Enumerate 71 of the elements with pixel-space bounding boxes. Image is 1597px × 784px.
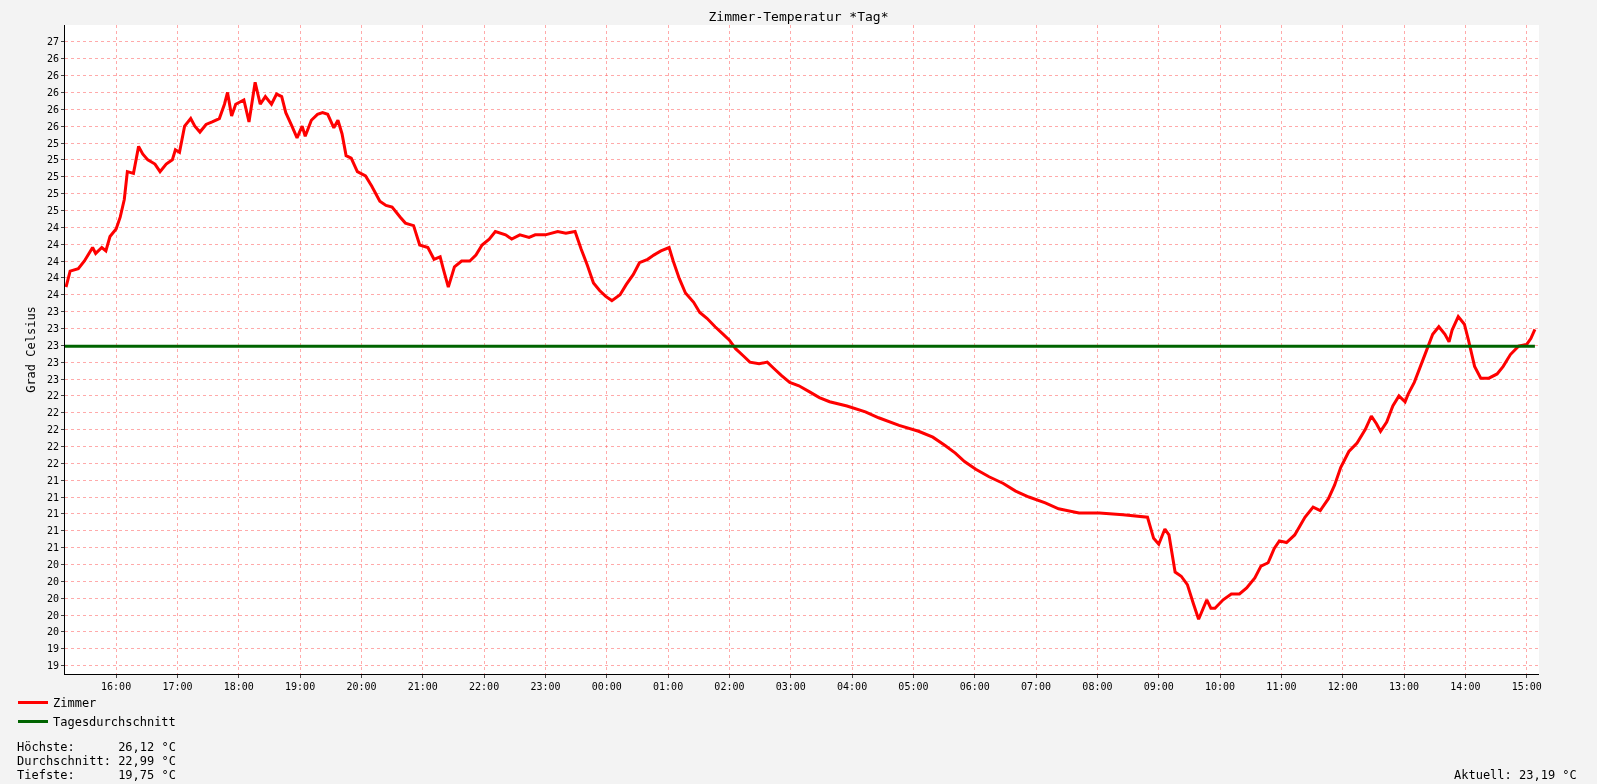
y-tick-label: 27: [46, 36, 59, 48]
y-tick-label: 26: [46, 103, 59, 115]
y-tick-label: 20: [46, 592, 59, 604]
x-tick-label: 14:00: [1450, 681, 1481, 692]
y-tick-label: 20: [46, 609, 59, 621]
y-tick-label: 23: [46, 339, 59, 351]
x-tick-label: 22:00: [469, 681, 500, 692]
x-tick-label: 23:00: [530, 681, 561, 692]
y-tick-label: 21: [46, 491, 59, 503]
y-tick-label: 20: [46, 575, 59, 587]
y-tick-label: 26: [46, 70, 59, 82]
y-tick-label: 22: [46, 440, 59, 452]
x-tick-label: 00:00: [591, 681, 622, 692]
y-tick-label: 22: [46, 407, 59, 419]
x-tick-label: 21:00: [407, 681, 438, 692]
y-tick-label: 24: [46, 255, 59, 267]
y-tick-label: 23: [46, 306, 59, 318]
x-tick-label: 02:00: [714, 681, 745, 692]
x-tick-label: 13:00: [1389, 681, 1420, 692]
x-tick-label: 11:00: [1266, 681, 1297, 692]
y-tick-label: 24: [46, 238, 59, 250]
y-tick-label: 21: [46, 474, 59, 486]
x-tick-label: 18:00: [223, 681, 254, 692]
line-series: [65, 80, 1537, 621]
y-tick-label: 21: [46, 525, 59, 537]
y-tick-label: 25: [46, 204, 59, 216]
x-tick-label: 15:00: [1511, 681, 1542, 692]
y-tick-label: 25: [46, 171, 59, 183]
y-tick-label: 26: [46, 120, 59, 132]
y-axis-title: Grad Celsius: [24, 306, 39, 393]
y-tick-label: 23: [46, 322, 59, 334]
y-tick-label: 25: [46, 154, 59, 166]
y-tick-label: 20: [46, 626, 59, 638]
y-tick-label: 25: [46, 137, 59, 149]
y-tick-label: 24: [46, 289, 59, 301]
y-tick-label: 26: [46, 86, 59, 98]
x-tick-label: 12:00: [1327, 681, 1358, 692]
legend-label: Zimmer: [53, 696, 97, 711]
text: Aktuell: 23,19 °C: [1454, 768, 1577, 782]
x-tick-label: 06:00: [959, 681, 990, 692]
y-tick-label: 19: [46, 660, 59, 672]
y-tick-label: 21: [46, 542, 59, 554]
y-tick-label: 25: [46, 188, 59, 200]
y-tick-label: 24: [46, 221, 59, 233]
x-tick-label: 03:00: [775, 681, 806, 692]
legend-label: Tagesdurchschnitt: [53, 715, 176, 730]
x-tick-label: 01:00: [653, 681, 684, 692]
text: Durchschnitt: 22,99 °C: [17, 754, 176, 768]
x-tick-label: 09:00: [1143, 681, 1174, 692]
x-tick-label: 17:00: [162, 681, 193, 692]
y-tick-label: 22: [46, 457, 59, 469]
text: Höchste: 26,12 °C: [17, 740, 176, 754]
y-tick-label: 20: [46, 558, 59, 570]
x-tick-label: 05:00: [898, 681, 929, 692]
x-tick-label: 19:00: [285, 681, 316, 692]
y-tick-label: 22: [46, 390, 59, 402]
y-tick-label: 19: [46, 643, 59, 655]
y-tick-label: 24: [46, 272, 59, 284]
x-tick-label: 04:00: [837, 681, 868, 692]
x-tick-label: 08:00: [1082, 681, 1113, 692]
x-tick-label: 20:00: [346, 681, 377, 692]
y-tick-label: 23: [46, 356, 59, 368]
y-tick-label: 21: [46, 508, 59, 520]
y-tick-label: 23: [46, 373, 59, 385]
x-tick-label: 10:00: [1205, 681, 1236, 692]
y-tick-label: 22: [46, 424, 59, 436]
chart-title: Zimmer-Temperatur *Tag*: [708, 8, 889, 24]
y-tick-label: 26: [46, 53, 59, 65]
x-tick-label: 07:00: [1021, 681, 1052, 692]
text: Tiefste: 19,75 °C: [17, 768, 176, 782]
x-tick-label: 16:00: [101, 681, 132, 692]
